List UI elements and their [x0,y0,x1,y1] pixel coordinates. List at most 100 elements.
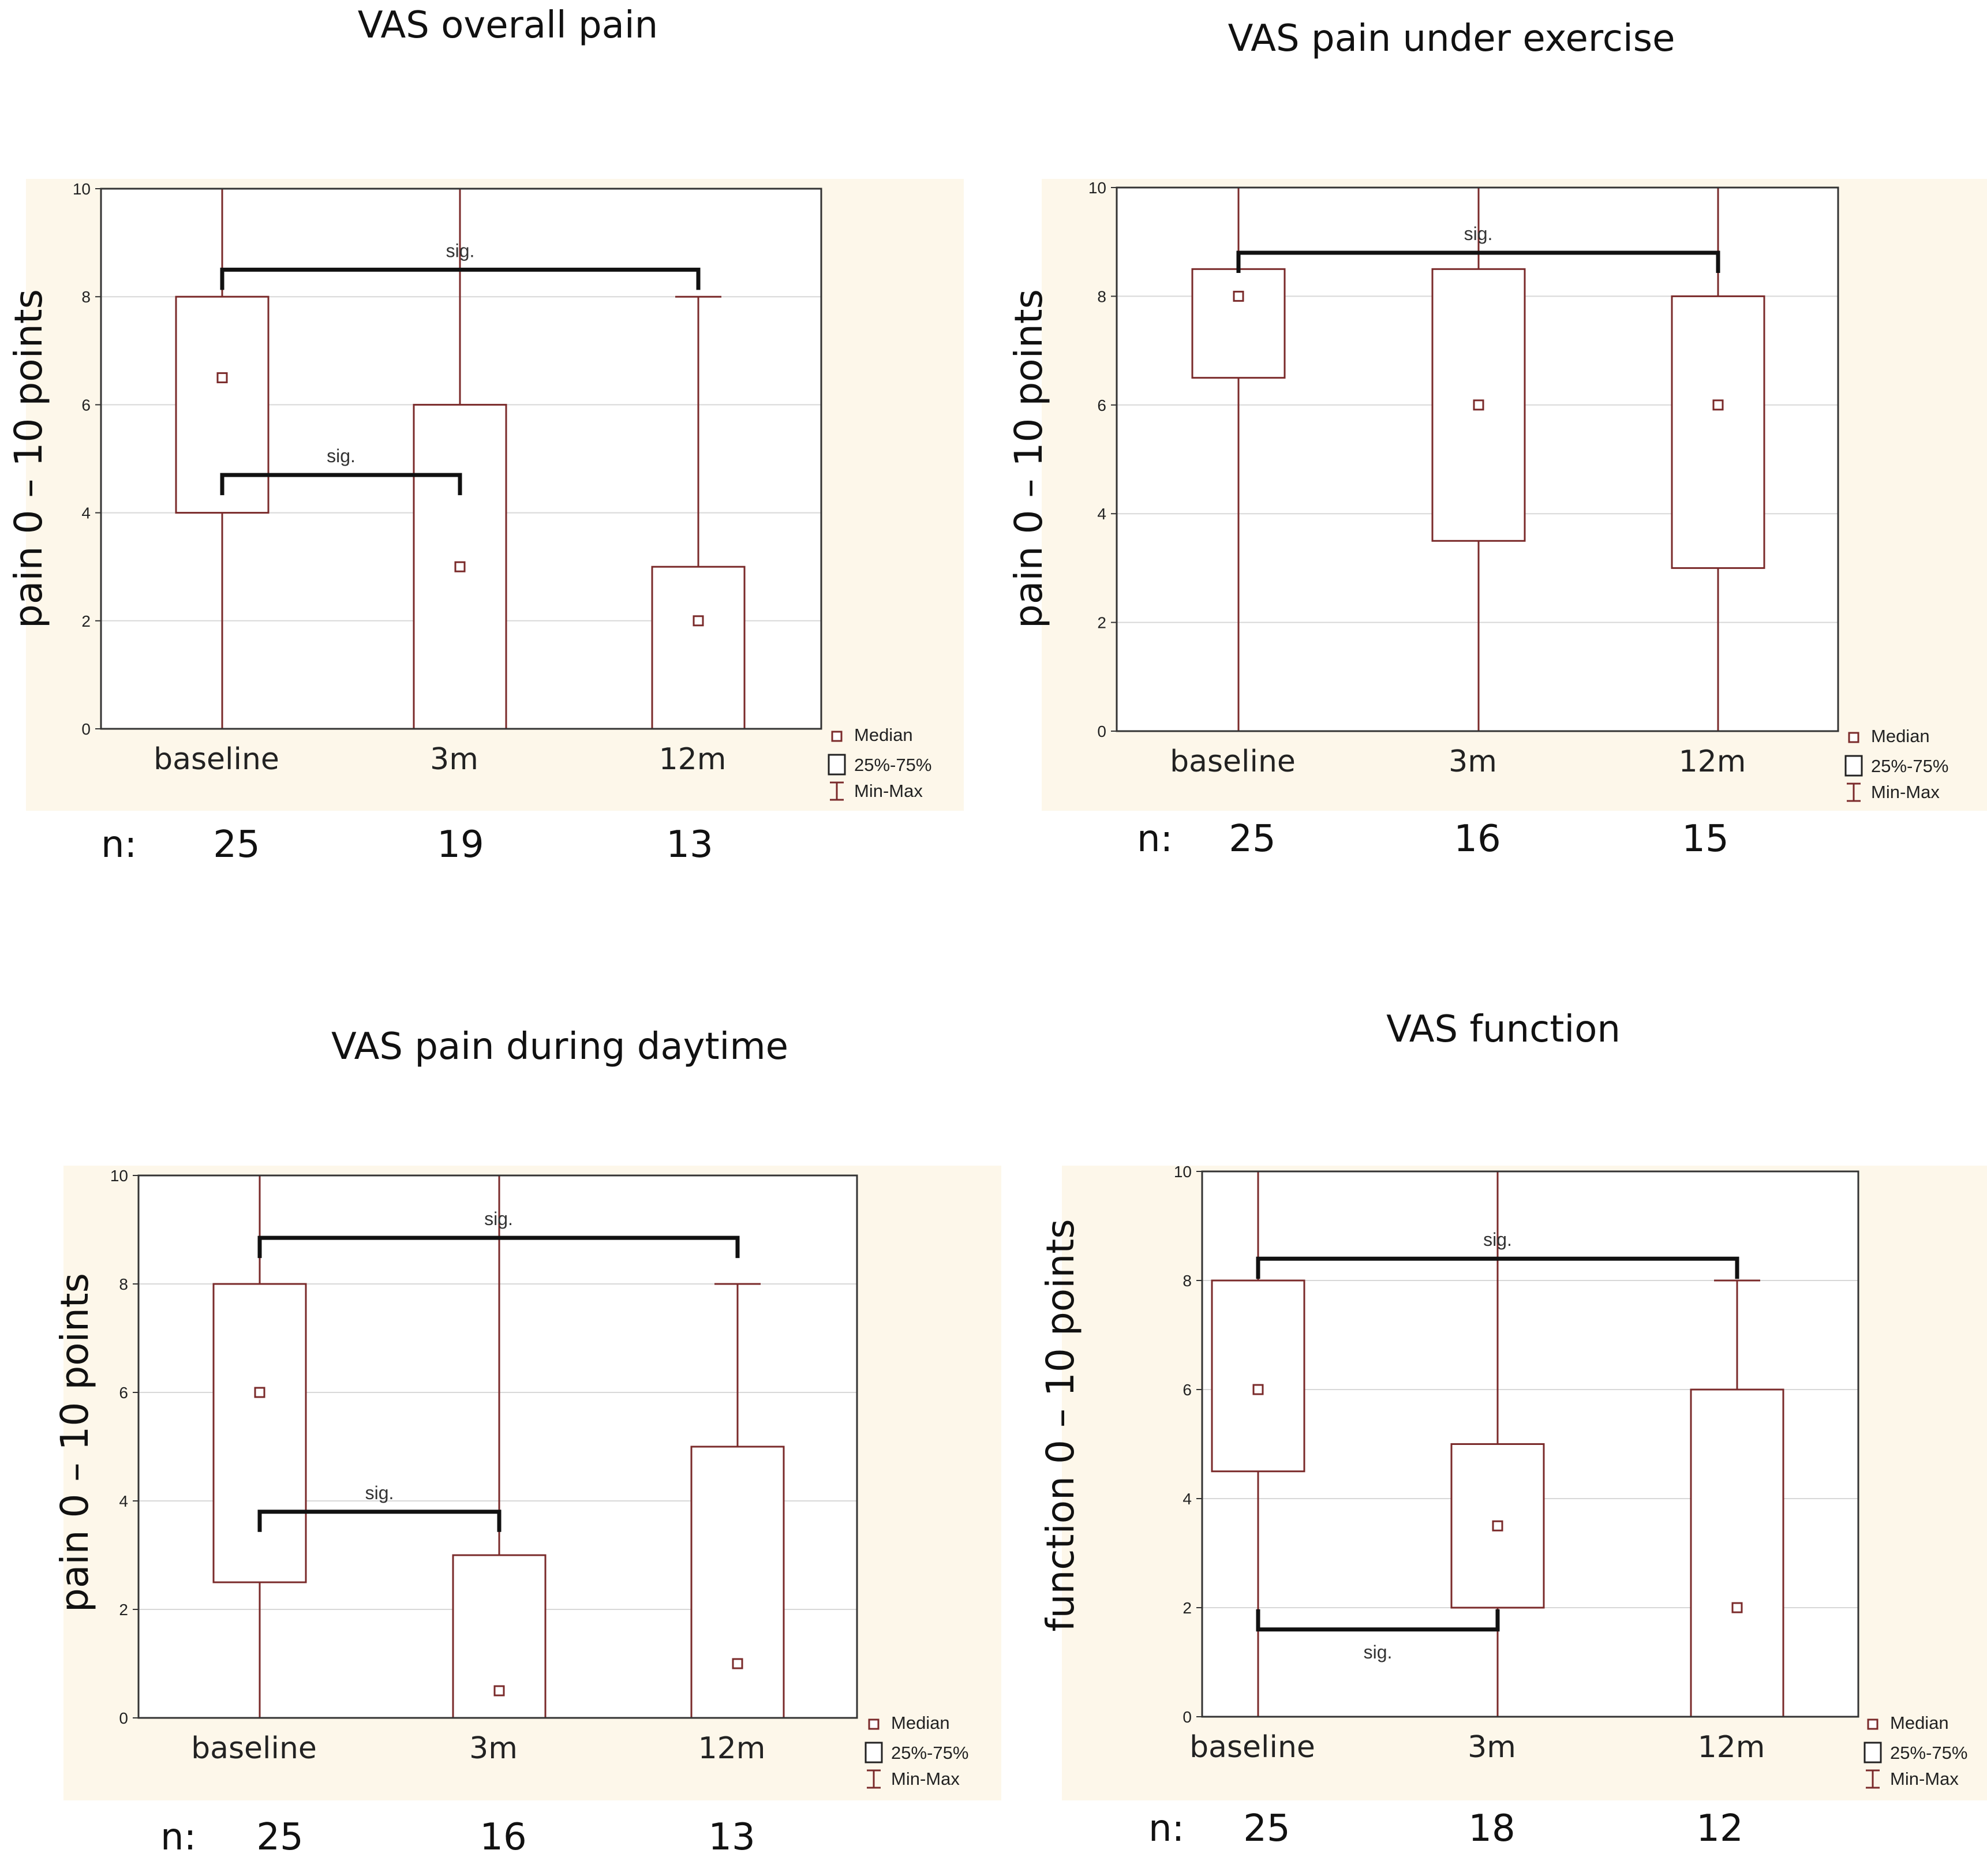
x-category-label: baseline [1170,744,1296,779]
x-category-label: baseline [1189,1730,1315,1765]
legend-median-swatch [831,731,843,742]
n-value: 13 [708,1816,755,1859]
median-marker [732,1658,743,1669]
x-category-label: 12m [1698,1730,1765,1765]
n-label: n: [1137,818,1173,860]
iqr-box [1191,268,1286,379]
significance-bracket [257,1235,740,1259]
n-value: 12 [1696,1807,1743,1850]
chart-title: VAS pain under exercise [1228,17,1675,60]
n-value: 16 [1454,818,1500,860]
x-category-label: baseline [191,1731,317,1766]
chart-title: VAS function [1386,1008,1621,1051]
legend-box-swatch [1844,755,1863,777]
y-tick-label: 2 [1097,614,1106,632]
n-value: 16 [480,1816,526,1859]
y-tick-label: 4 [1097,505,1106,523]
legend: Median 25%-75% Min-Max [1863,1713,1967,1789]
iqr-box [212,1283,307,1583]
n-value: 25 [1229,818,1275,860]
legend-box-label: 25%-75% [1890,1743,1967,1763]
chart-panel-1: 0 2 4 6 8 10 baseline 3m 12m sig. sig. VAS overall … [6,4,964,866]
y-tick-label: 10 [110,1167,128,1185]
significance-label: sig. [327,445,356,466]
legend-whisker-swatch [867,1769,881,1789]
y-tick-label: 6 [119,1384,128,1402]
axes-frame [100,188,822,730]
median-marker [216,372,228,384]
y-tick-label: 0 [81,720,91,738]
n-label: n: [101,823,137,866]
y-axis-label: function 0 – 10 points [1038,1219,1083,1631]
legend-median-swatch [1848,732,1859,743]
legend-whisker-swatch [830,781,844,801]
median-marker [454,561,466,572]
n-value: 25 [213,823,260,866]
legend: Median 25%-75% Min-Max [865,1713,968,1789]
y-tick-label: 4 [81,504,91,522]
median-marker [1492,1520,1503,1531]
significance-label: sig. [484,1208,513,1229]
y-tick-label: 6 [81,396,91,414]
median-marker [1233,290,1244,302]
legend-box-swatch [828,754,846,776]
legend-whisker-label: Min-Max [854,781,923,801]
significance-bracket [1256,1256,1739,1279]
y-tick-label: 2 [119,1601,128,1619]
chart-title: VAS overall pain [358,4,658,47]
median-marker [1473,399,1484,411]
n-value: 13 [666,823,713,866]
x-category-label: 12m [698,1731,766,1766]
legend-median-swatch [868,1718,880,1730]
y-axis-label: pain 0 – 10 points [53,1273,97,1612]
legend-box-label: 25%-75% [891,1743,968,1763]
legend-box-swatch [1863,1742,1882,1763]
n-label: n: [160,1816,196,1859]
legend-whisker-label: Min-Max [1890,1769,1959,1789]
y-tick-label: 4 [119,1492,128,1510]
chart-panel-3: 0 2 4 6 8 10 baseline 3m 12m sig. sig. VAS pain dur… [53,1025,1001,1859]
median-marker [254,1387,265,1398]
chart-panel-2: 0 2 4 6 8 10 baseline 3m 12m sig. VAS pain under e… [1006,17,1987,860]
legend-whisker-swatch [1866,1769,1880,1789]
y-tick-label: 10 [1174,1163,1192,1181]
median-marker [1252,1384,1264,1395]
iqr-box [651,566,746,730]
iqr-box [690,1446,785,1719]
n-value: 19 [437,823,484,866]
significance-bracket [220,473,462,496]
significance-bracket [220,267,701,290]
y-tick-label: 0 [1097,722,1106,740]
x-category-label: 3m [430,742,478,777]
y-tick-label: 2 [81,612,91,630]
significance-label: sig. [1464,223,1493,244]
significance-bracket [1236,250,1720,274]
y-tick-label: 0 [119,1709,128,1727]
significance-label: sig. [1364,1642,1393,1662]
significance-label: sig. [365,1482,394,1503]
chart-title: VAS pain during daytime [331,1025,788,1068]
y-axis-label: pain 0 – 10 points [1006,289,1051,628]
axes-frame [1201,1170,1859,1718]
iqr-box [1211,1279,1305,1473]
legend-whisker-label: Min-Max [891,1769,960,1789]
legend-median-label: Median [1890,1713,1949,1733]
n-label: n: [1148,1807,1184,1850]
y-tick-label: 8 [1183,1272,1192,1290]
y-tick-label: 10 [73,180,91,198]
y-tick-label: 8 [81,288,91,306]
iqr-box [1690,1388,1784,1718]
significance-label: sig. [446,240,475,261]
chart-panel-4: 0 2 4 6 8 10 baseline 3m 12m sig. sig. VAS function… [1038,1008,1987,1850]
y-tick-label: 0 [1183,1708,1192,1726]
axes-frame [1116,186,1839,732]
y-axis-label: pain 0 – 10 points [6,289,51,628]
n-value: 25 [256,1816,303,1859]
significance-bracket [257,1510,502,1532]
y-tick-label: 8 [1097,287,1106,305]
n-value: 25 [1243,1807,1290,1850]
median-marker [1712,399,1724,411]
iqr-box [1671,295,1765,569]
y-tick-label: 2 [1183,1599,1192,1617]
